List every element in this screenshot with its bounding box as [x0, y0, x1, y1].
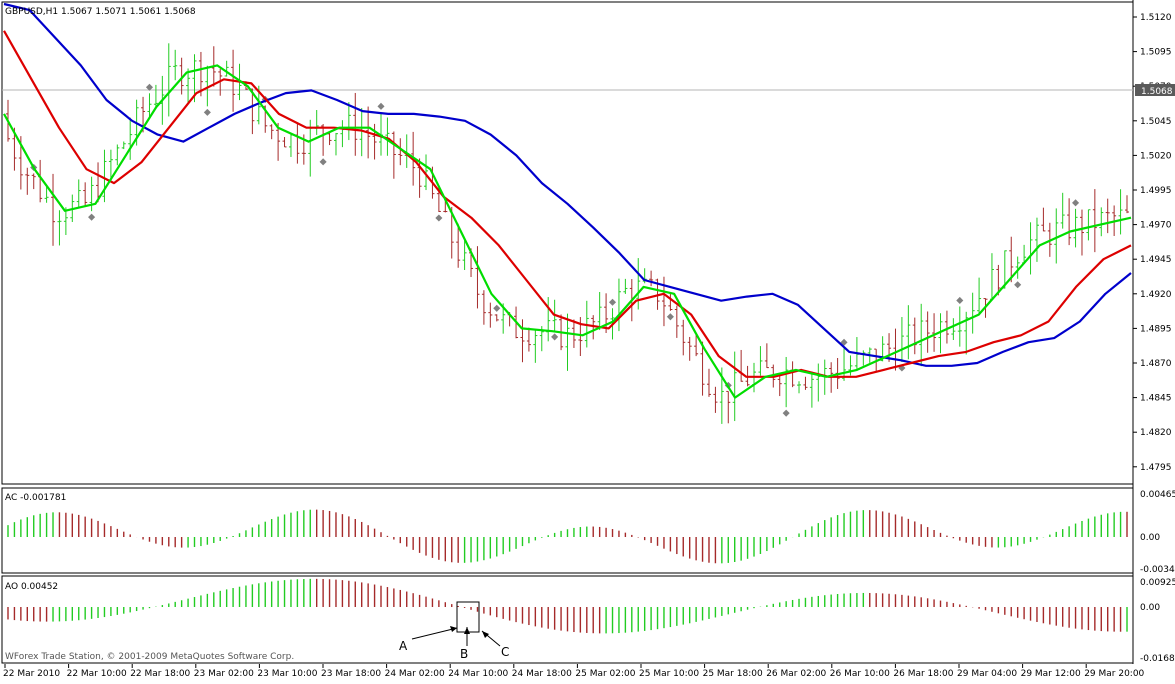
time-tick-label: 23 Mar 18:00 [321, 669, 381, 679]
time-tick-label: 25 Mar 10:00 [639, 669, 699, 679]
current-price-label: 1.5068 [1141, 87, 1173, 97]
alligator-jaw-line [3, 2, 1132, 367]
time-tick-label: 29 Mar 12:00 [1021, 669, 1081, 679]
time-tick-label: 25 Mar 02:00 [575, 669, 635, 679]
main-price-panel[interactable] [1, 1, 1134, 485]
fractal-marker [435, 214, 443, 222]
fractal-marker [377, 102, 385, 110]
alligator-teeth-line [3, 30, 1132, 378]
time-tick-label: 22 Mar 10:00 [67, 669, 127, 679]
arrow-a [411, 627, 458, 640]
time-tick-label: 26 Mar 10:00 [830, 669, 890, 679]
time-tick-label: 25 Mar 18:00 [703, 669, 763, 679]
price-tick-label: 1.4995 [1140, 186, 1172, 196]
price-tick-label: 1.4795 [1140, 463, 1172, 473]
copyright-text: WForex Trade Station, © 2001-2009 MetaQu… [5, 652, 294, 662]
time-tick-label: 26 Mar 02:00 [766, 669, 826, 679]
ac-indicator-title: AC -0.001781 [5, 493, 66, 503]
annotation-label-b: B [460, 647, 468, 661]
price-tick-label: 1.5045 [1140, 117, 1172, 127]
ac-scale-label: -0.00344 [1140, 565, 1175, 575]
fractal-marker [493, 304, 501, 312]
price-tick-label: 1.4945 [1140, 255, 1172, 265]
fractal-marker [1072, 199, 1080, 207]
time-tick-label: 29 Mar 04:00 [957, 669, 1017, 679]
time-tick-label: 22 Mar 2010 [3, 669, 60, 679]
time-tick-label: 23 Mar 02:00 [194, 669, 254, 679]
fractal-marker [319, 158, 327, 166]
time-tick-label: 23 Mar 10:00 [257, 669, 317, 679]
price-tick-label: 1.5120 [1140, 13, 1172, 23]
fractal-marker [956, 296, 964, 305]
fractal-marker [666, 313, 674, 321]
fractal-marker [551, 333, 559, 341]
time-tick-label: 24 Mar 10:00 [448, 669, 508, 679]
alligator-lines [3, 2, 1132, 399]
time-tick-label: 26 Mar 18:00 [893, 669, 953, 679]
price-tick-label: 1.4845 [1140, 394, 1172, 404]
arrow-b-head [464, 627, 470, 634]
price-tick-label: 1.5095 [1140, 48, 1172, 58]
ac-histogram [7, 509, 1128, 564]
annotation-label-a: A [399, 639, 408, 653]
price-tick-label: 1.4870 [1140, 359, 1172, 369]
price-axis: 1.51201.50951.50701.50451.50201.49951.49… [1133, 13, 1175, 664]
price-tick-label: 1.5020 [1140, 151, 1172, 161]
fractal-marker [782, 409, 790, 417]
main-chart-title: GBPUSD,H1 1.5067 1.5071 1.5061 1.5068 [5, 7, 196, 17]
ao-indicator-title: AO 0.00452 [5, 582, 58, 592]
time-axis: 22 Mar 2010 22 Mar 10:00 22 Mar 18:00 23 Ma… [3, 664, 1145, 679]
fractal-marker [608, 298, 617, 306]
fractal-marker [145, 83, 154, 91]
price-tick-label: 1.4920 [1140, 290, 1172, 300]
price-tick-label: 1.4820 [1140, 428, 1172, 438]
time-tick-label: 24 Mar 18:00 [512, 669, 572, 679]
ao-histogram [7, 578, 1128, 634]
fractal-marker [1014, 281, 1022, 289]
annotation-box [456, 601, 480, 633]
current-price-tag [1135, 84, 1175, 96]
ao-scale-label: 0.00 [1140, 603, 1160, 613]
fractal-markers [30, 83, 1080, 417]
fractal-marker [88, 213, 96, 221]
alligator-lips-line [3, 64, 1132, 399]
ac-scale-label: 0.00 [1140, 533, 1160, 543]
time-tick-label: 22 Mar 18:00 [130, 669, 190, 679]
ao-scale-label: 0.00925 [1140, 578, 1175, 588]
arrow-c-head [482, 631, 489, 638]
fractal-marker [203, 108, 211, 116]
time-tick-label: 29 Mar 20:00 [1084, 669, 1144, 679]
arrow-a-head [450, 626, 457, 632]
ac-scale-label: 0.00465 [1140, 490, 1175, 500]
price-tick-label: 1.4970 [1140, 221, 1172, 231]
price-tick-label: 1.4895 [1140, 324, 1172, 334]
annotation-label-c: C [501, 645, 509, 659]
time-tick-label: 24 Mar 02:00 [385, 669, 445, 679]
price-bars [6, 43, 1129, 424]
